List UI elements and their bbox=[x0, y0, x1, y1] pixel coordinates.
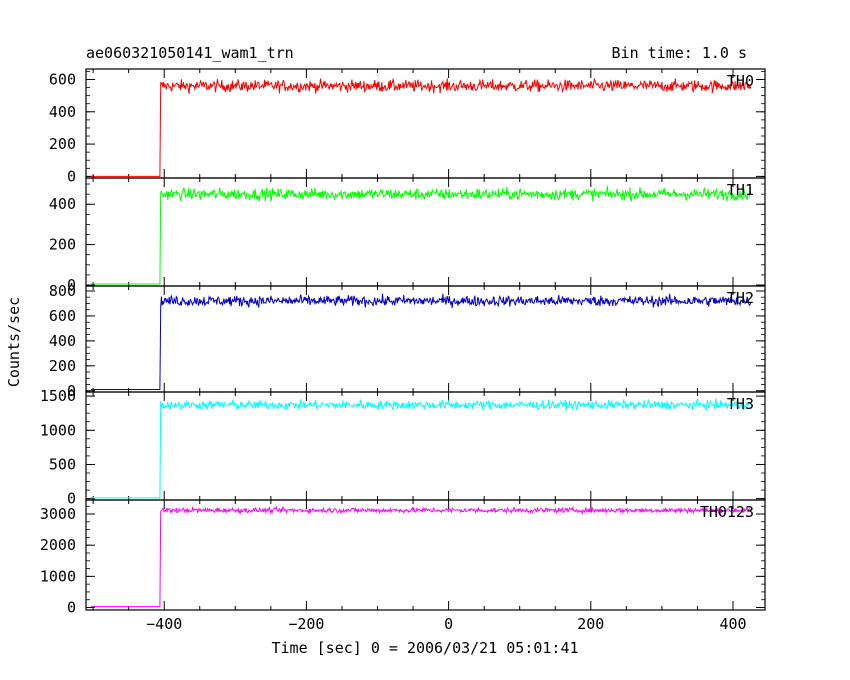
y-tick-label-TH0123-1000: 1000 bbox=[40, 567, 76, 585]
chart-title: ae060321050141_wam1_trn bbox=[86, 44, 294, 62]
panel-frame-TH0123 bbox=[85, 499, 766, 611]
y-tick-label-TH2-0: 0 bbox=[67, 382, 76, 400]
series-line-TH0123 bbox=[91, 505, 752, 608]
series-line-TH1 bbox=[91, 185, 752, 285]
y-tick-label-TH2-600: 600 bbox=[49, 307, 76, 325]
y-tick-label-TH1-200: 200 bbox=[49, 236, 76, 254]
x-tick-label-200: 200 bbox=[577, 615, 604, 633]
x-tick-label--400: −400 bbox=[146, 615, 182, 633]
panel-frame-TH3 bbox=[85, 391, 766, 501]
y-tick-label-TH0-400: 400 bbox=[49, 103, 76, 121]
series-line-TH3 bbox=[91, 398, 752, 499]
series-label-TH0: TH0 bbox=[727, 72, 754, 90]
y-tick-label-TH3-1500: 1500 bbox=[40, 387, 76, 405]
series-label-TH0123: TH0123 bbox=[700, 503, 754, 521]
y-tick-label-TH0123-2000: 2000 bbox=[40, 536, 76, 554]
x-tick-label-400: 400 bbox=[719, 615, 746, 633]
y-tick-label-TH0123-3000: 3000 bbox=[40, 505, 76, 523]
y-tick-label-TH0123-0: 0 bbox=[67, 599, 76, 617]
series-line-TH2 bbox=[91, 293, 752, 390]
series-label-TH2: TH2 bbox=[727, 289, 754, 307]
y-tick-label-TH2-200: 200 bbox=[49, 357, 76, 375]
y-tick-label-TH3-1000: 1000 bbox=[40, 421, 76, 439]
y-tick-label-TH2-800: 800 bbox=[49, 282, 76, 300]
y-tick-label-TH0-600: 600 bbox=[49, 70, 76, 88]
y-tick-label-TH2-400: 400 bbox=[49, 332, 76, 350]
bin-time-label: Bin time: 1.0 s bbox=[611, 44, 747, 62]
x-tick-label--200: −200 bbox=[288, 615, 324, 633]
x-axis-label: Time [sec] 0 = 2006/03/21 05:01:41 bbox=[271, 639, 579, 657]
y-tick-label-TH0-0: 0 bbox=[67, 167, 76, 185]
y-tick-label-TH3-0: 0 bbox=[67, 490, 76, 508]
y-tick-label-TH3-500: 500 bbox=[49, 455, 76, 473]
y-tick-label-TH1-400: 400 bbox=[49, 195, 76, 213]
y-tick-label-TH0-200: 200 bbox=[49, 135, 76, 153]
series-line-TH0 bbox=[91, 78, 752, 177]
y-tick-label-TH1-0: 0 bbox=[67, 276, 76, 294]
series-label-TH3: TH3 bbox=[727, 395, 754, 413]
series-label-TH1: TH1 bbox=[727, 181, 754, 199]
x-tick-label-0: 0 bbox=[444, 615, 453, 633]
